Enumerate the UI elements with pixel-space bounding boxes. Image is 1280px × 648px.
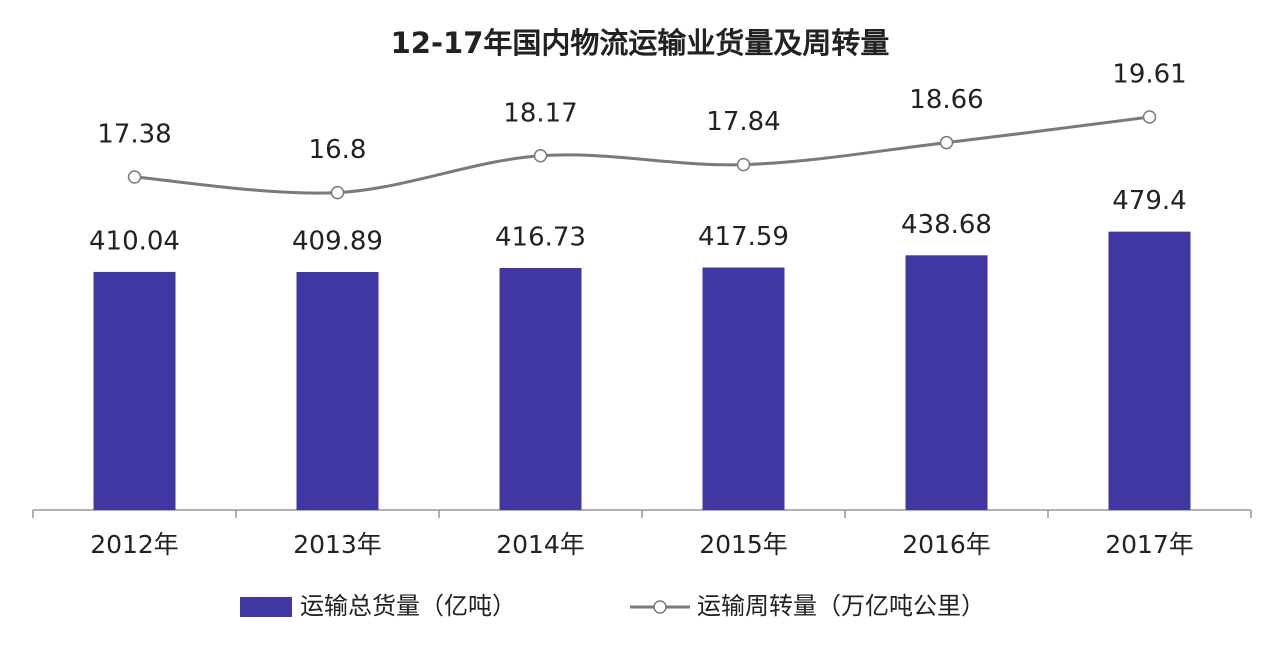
line-value-label: 19.61 [1112, 60, 1186, 90]
line-marker [533, 149, 548, 163]
bar [296, 271, 379, 510]
bar-value-label: 416.73 [495, 223, 586, 253]
bar-value-label: 409.89 [292, 226, 383, 256]
bar-value-label: 417.59 [698, 222, 789, 252]
line-marker [736, 157, 751, 172]
x-tick-label: 2013年 [293, 530, 382, 559]
legend-label: 运输总货量（亿吨） [300, 592, 516, 620]
legend-swatch [240, 597, 292, 617]
bar [905, 255, 988, 510]
line-value-label: 17.84 [706, 107, 780, 137]
bar-value-label: 479.4 [1112, 186, 1186, 216]
line-value-label: 18.66 [909, 85, 983, 115]
line-value-label: 18.17 [503, 98, 577, 128]
legend-label: 运输周转量（万亿吨公里） [697, 592, 985, 620]
line-marker [127, 170, 142, 184]
line-marker [330, 185, 345, 200]
bar [1108, 231, 1191, 510]
x-tick-label: 2015年 [699, 530, 788, 559]
line [134, 115, 1150, 195]
x-tick-label: 2016年 [902, 530, 991, 559]
line-value-label: 16.8 [309, 135, 367, 165]
legend-marker [653, 600, 667, 614]
line-value-label: 17.38 [97, 120, 171, 150]
line-marker [939, 135, 954, 150]
bar [702, 267, 785, 510]
bar [499, 268, 582, 510]
x-tick-label: 2012年 [90, 530, 179, 559]
bar [93, 271, 176, 510]
chart-title: 12-17年国内物流运输业货量及周转量 [391, 26, 890, 60]
x-tick-label: 2017年 [1105, 530, 1194, 559]
bar-value-label: 438.68 [901, 210, 992, 240]
line-marker [1142, 110, 1157, 124]
x-tick-label: 2014年 [496, 530, 585, 559]
bar-value-label: 410.04 [89, 226, 180, 256]
